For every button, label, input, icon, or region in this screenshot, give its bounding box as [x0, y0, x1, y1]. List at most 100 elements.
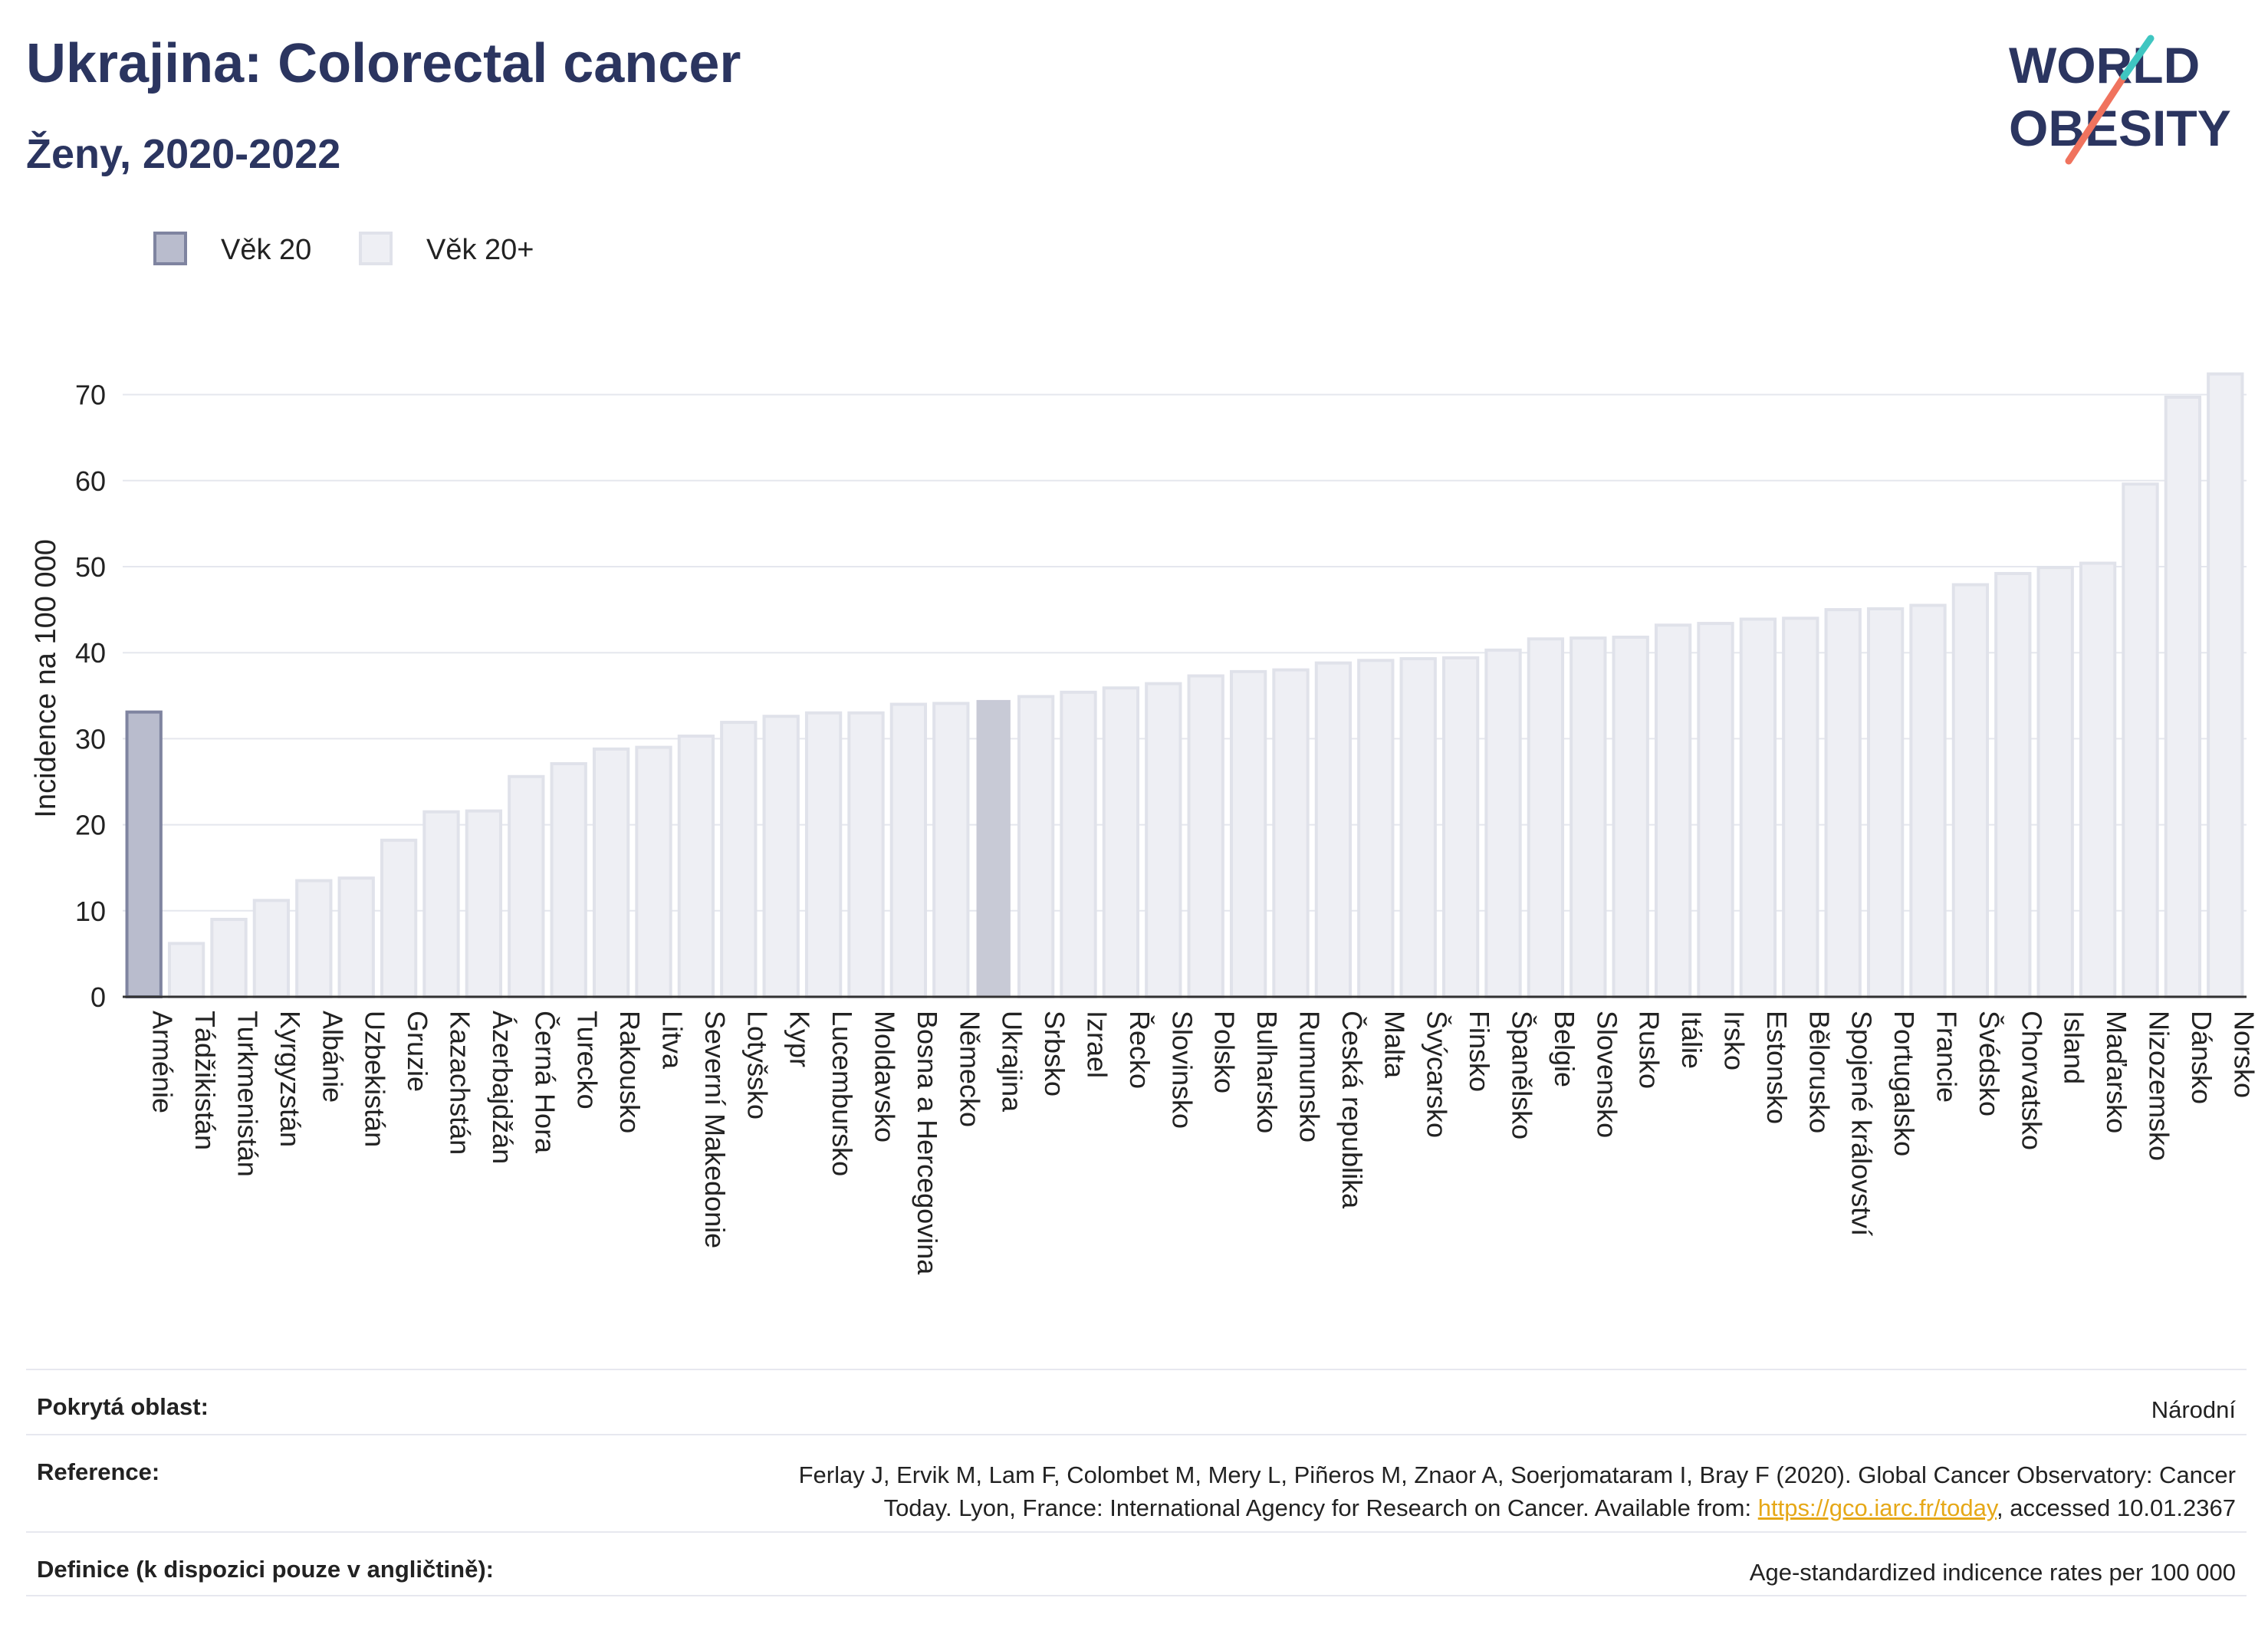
reference-line2-post: , accessed 10.01.2367: [1997, 1494, 2236, 1521]
bar: [720, 721, 758, 998]
bar: [1994, 571, 2032, 998]
bar: [889, 702, 928, 999]
x-tick-label: Slovensko: [1591, 1011, 1622, 1138]
x-tick-label: Itálie: [1676, 1011, 1708, 1069]
bar: [976, 699, 1011, 997]
x-tick-label: Ukrajina: [997, 1011, 1028, 1113]
legend-swatch-age-20-plus: [359, 232, 393, 265]
reference-label: Reference:: [37, 1458, 160, 1485]
bar: [337, 876, 375, 998]
x-tick-label: Severní Makedonie: [699, 1011, 731, 1248]
bar: [295, 879, 333, 999]
bar: [422, 810, 460, 999]
bar: [1357, 659, 1395, 998]
bar: [1102, 686, 1140, 999]
x-tick-label: Srbsko: [1039, 1011, 1070, 1096]
y-tick-label: 30: [75, 723, 106, 755]
y-tick-label: 40: [75, 637, 106, 669]
x-tick-label: Albánie: [317, 1011, 348, 1103]
x-tick-label: Arménie: [147, 1011, 179, 1113]
x-tick-label: Polsko: [1209, 1011, 1241, 1093]
reference-line2-pre: Today. Lyon, France: International Agenc…: [883, 1494, 1758, 1521]
bar: [592, 747, 630, 998]
x-tick-label: Norsko: [2228, 1011, 2260, 1098]
bar: [1484, 648, 1522, 998]
x-tick-label: Rumunsko: [1294, 1011, 1326, 1142]
x-tick-label: Litva: [657, 1011, 689, 1070]
bar: [1739, 617, 1777, 998]
x-tick-label: Tádžikistán: [189, 1011, 221, 1150]
x-tick-label: Kazachstán: [445, 1011, 476, 1155]
y-axis-label: Incidence na 100 000: [30, 539, 62, 817]
x-tick-label: Bulharsko: [1251, 1011, 1283, 1133]
bar: [1145, 682, 1182, 998]
bar: [2207, 372, 2244, 998]
bar: [1612, 636, 1649, 998]
definition-label: Definice (k dispozici pouze v angličtině…: [37, 1556, 494, 1583]
bar-chart: 0 10 20 30 40 50 60 70 Incidence na 100 000 Armén…: [30, 372, 2260, 1275]
y-tick-label: 70: [75, 380, 106, 411]
x-tick-label: Černá Hora: [529, 1011, 560, 1154]
x-tick-label: Lucembursko: [827, 1011, 858, 1176]
bar: [2164, 395, 2202, 998]
x-tick-label: Gruzie: [402, 1011, 433, 1092]
y-tick-label: 0: [90, 981, 106, 1013]
x-tick-label: Bosna a Hercegovina: [912, 1011, 943, 1275]
bar: [1697, 622, 1734, 998]
x-tick-label: Kypr: [784, 1011, 816, 1067]
bar: [2036, 566, 2074, 998]
bar: [1909, 603, 1947, 998]
reference-line1: Ferlay J, Ervik M, Lam F, Colombet M, Me…: [798, 1461, 2236, 1488]
definition-value: Age-standardized indicence rates per 100…: [1749, 1559, 2236, 1586]
x-tick-label: Izrael: [1082, 1011, 1113, 1078]
x-tick-label: Slovinsko: [1166, 1011, 1198, 1129]
bar: [635, 745, 672, 998]
x-tick-label: Německo: [954, 1011, 985, 1127]
bar: [1824, 608, 1862, 998]
bar: [465, 809, 503, 999]
footer-row-definition: Definice (k dispozici pouze v angličtině…: [26, 1531, 2247, 1596]
footer-row-coverage: Pokrytá oblast: Národní: [26, 1369, 2247, 1434]
bar: [1060, 690, 1097, 998]
footer-row-reference: Reference: Ferlay J, Ervik M, Lam F, Col…: [26, 1434, 2247, 1531]
bar: [1399, 657, 1437, 998]
x-tick-label: Spojené království: [1846, 1011, 1878, 1236]
bar: [804, 711, 843, 998]
x-tick-label: Nizozemsko: [2144, 1011, 2175, 1161]
chart-subtitle: Ženy, 2020-2022: [26, 131, 341, 177]
x-tick-label: Ázerbajdžán: [487, 1011, 518, 1164]
logo-slash-red: [2065, 73, 2128, 165]
bar: [2079, 561, 2117, 998]
x-tick-label: Španělsko: [1507, 1011, 1538, 1139]
x-tick-label: Maďarsko: [2101, 1011, 2132, 1133]
bar: [550, 761, 587, 998]
bar: [1866, 607, 1905, 998]
logo-line2: OBESITY: [2009, 100, 2231, 156]
coverage-label: Pokrytá oblast:: [37, 1393, 209, 1420]
x-tick-label: Malta: [1379, 1011, 1410, 1079]
bar: [1017, 695, 1055, 998]
bar: [210, 918, 248, 999]
x-tick-label: Rakousko: [614, 1011, 646, 1133]
chart-footer: Pokrytá oblast: Národní Reference: Ferla…: [26, 1369, 2247, 1596]
bar: [1272, 668, 1310, 998]
bar: [1229, 669, 1267, 998]
x-tick-label: Lotyšsko: [741, 1011, 773, 1119]
y-tick-label: 50: [75, 551, 106, 583]
bar: [1187, 674, 1224, 998]
bar: [252, 899, 291, 998]
bar: [508, 774, 545, 998]
bar: [1527, 637, 1565, 998]
legend-label-age-20-plus: Věk 20+: [426, 234, 534, 266]
x-tick-label: Estonsko: [1761, 1011, 1793, 1124]
x-tick-label: Uzbekistán: [360, 1011, 391, 1147]
x-tick-label: Moldavsko: [869, 1011, 901, 1142]
x-tick-label: Švýcarsko: [1422, 1011, 1453, 1138]
legend-label-age-20: Věk 20: [221, 234, 312, 266]
legend-swatch-age-20: [153, 232, 187, 265]
bar: [1951, 583, 1990, 998]
x-tick-label: Řecko: [1124, 1011, 1155, 1089]
reference-link[interactable]: https://gco.iarc.fr/today: [1757, 1494, 1997, 1521]
x-tick-label: Francie: [1931, 1011, 1963, 1103]
bar: [1314, 661, 1353, 998]
